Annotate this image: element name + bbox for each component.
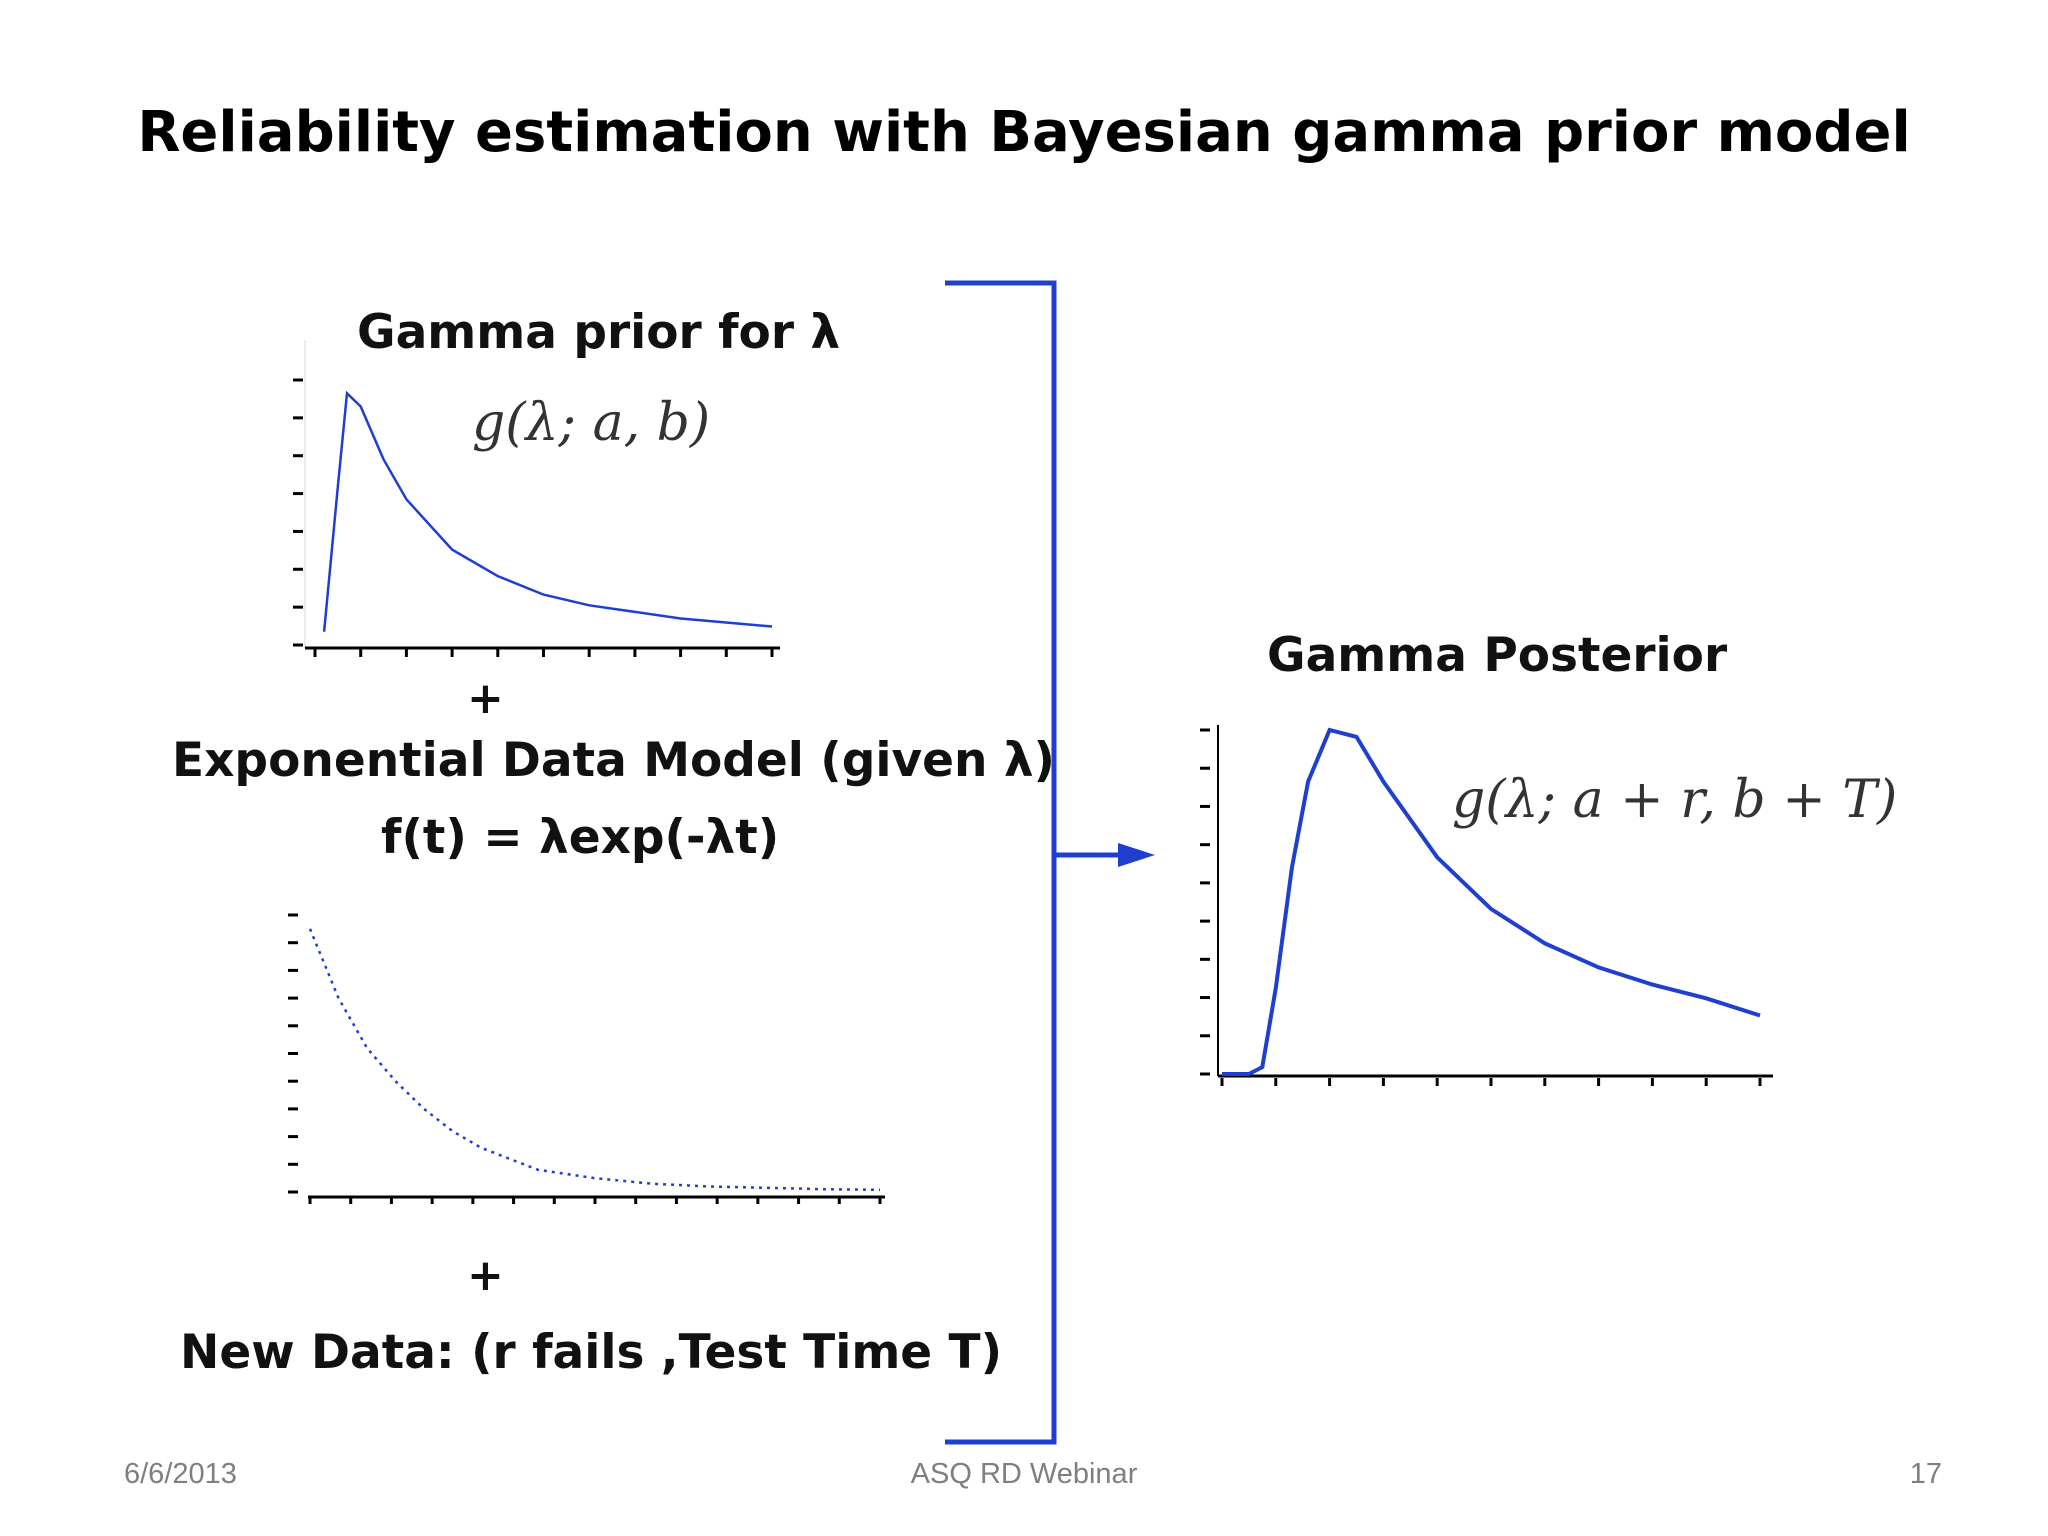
prior-curve xyxy=(322,390,773,632)
posterior-curve xyxy=(1222,727,1761,1076)
exp-chart xyxy=(288,913,885,1204)
exp-curve xyxy=(308,928,881,1192)
prior-formula: g(λ; a, b) xyxy=(472,393,711,453)
prior-label: Gamma prior for λ xyxy=(357,305,841,360)
footer-page: 17 xyxy=(1909,1458,1942,1490)
plus-2: + xyxy=(467,1250,504,1301)
exp-formula: f(t) = λexp(-λt) xyxy=(381,810,780,865)
new-data-label: New Data: (r fails ,Test Time T) xyxy=(180,1325,1003,1380)
exp-label: Exponential Data Model (given λ) xyxy=(172,733,1056,788)
footer-center: ASQ RD Webinar xyxy=(910,1458,1138,1490)
posterior-label: Gamma Posterior xyxy=(1267,628,1728,683)
prior-chart xyxy=(293,340,780,657)
arrow-head-icon xyxy=(1118,843,1155,867)
posterior-formula: g(λ; a + r, b + T) xyxy=(1452,770,1898,830)
bracket xyxy=(945,280,1057,1445)
posterior-chart xyxy=(1200,725,1773,1086)
slide-title: Reliability estimation with Bayesian gam… xyxy=(137,100,1911,165)
footer-date: 6/6/2013 xyxy=(124,1458,237,1490)
plus-1: + xyxy=(467,673,504,724)
